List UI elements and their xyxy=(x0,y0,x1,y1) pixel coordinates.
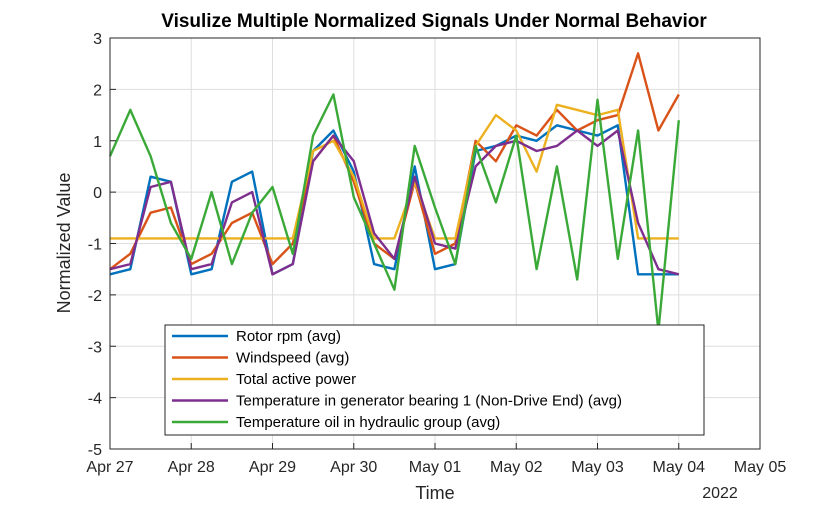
y-tick-label: 3 xyxy=(93,31,102,48)
legend-label-2: Windspeed (avg) xyxy=(236,350,349,367)
y-tick-label: 0 xyxy=(93,185,102,202)
series-line-5 xyxy=(108,93,680,332)
x-tick-label: May 02 xyxy=(490,459,543,476)
x-tick-label: Apr 27 xyxy=(86,459,133,476)
series-line-3 xyxy=(110,103,679,240)
x-tick-labels: Apr 27 Apr 28 Apr 29 Apr 30 May 01 May 02 May … xyxy=(86,459,786,476)
x-tick-label: May 03 xyxy=(571,459,624,476)
x-tick-label: May 01 xyxy=(409,459,462,476)
series-line-4 xyxy=(109,129,680,276)
y-tick-labels: -5 -4 -3 -2 -1 0 1 2 3 xyxy=(88,31,102,459)
y-tick-label: -4 xyxy=(88,391,102,408)
x-tick-label: Apr 28 xyxy=(168,459,215,476)
y-tick-label: 1 xyxy=(93,134,102,151)
legend-box xyxy=(164,324,705,436)
x-tick-label: Apr 29 xyxy=(249,459,296,476)
x-tick-label: May 04 xyxy=(653,459,706,476)
legend-label-3: Total active power xyxy=(236,371,356,388)
legend: Rotor rpm (avg) Windspeed (avg) Total acti… xyxy=(164,324,705,436)
legend-label-4: Temperature in generator bearing 1 (Non-… xyxy=(236,393,622,410)
series-line-1 xyxy=(109,124,679,276)
y-axis-label: Normalized Value xyxy=(54,173,74,314)
y-tick-label: -3 xyxy=(88,339,102,356)
y-tick-label: -2 xyxy=(88,288,102,305)
x-tick-label: May 05 xyxy=(734,459,787,476)
x-axis-year-label: 2022 xyxy=(702,485,738,502)
chart-title: Visulize Multiple Normalized Signals Und… xyxy=(161,11,707,32)
y-tick-label: -1 xyxy=(88,237,102,254)
y-tick-label: 2 xyxy=(93,82,102,99)
x-tick-label: Apr 30 xyxy=(330,459,377,476)
x-axis-label: Time xyxy=(415,483,454,503)
legend-label-5: Temperature oil in hydraulic group (avg) xyxy=(236,414,500,431)
series-layer xyxy=(108,52,680,332)
legend-label-1: Rotor rpm (avg) xyxy=(236,328,341,345)
y-tick-label: -5 xyxy=(88,442,102,459)
axis-ticks xyxy=(109,37,761,450)
